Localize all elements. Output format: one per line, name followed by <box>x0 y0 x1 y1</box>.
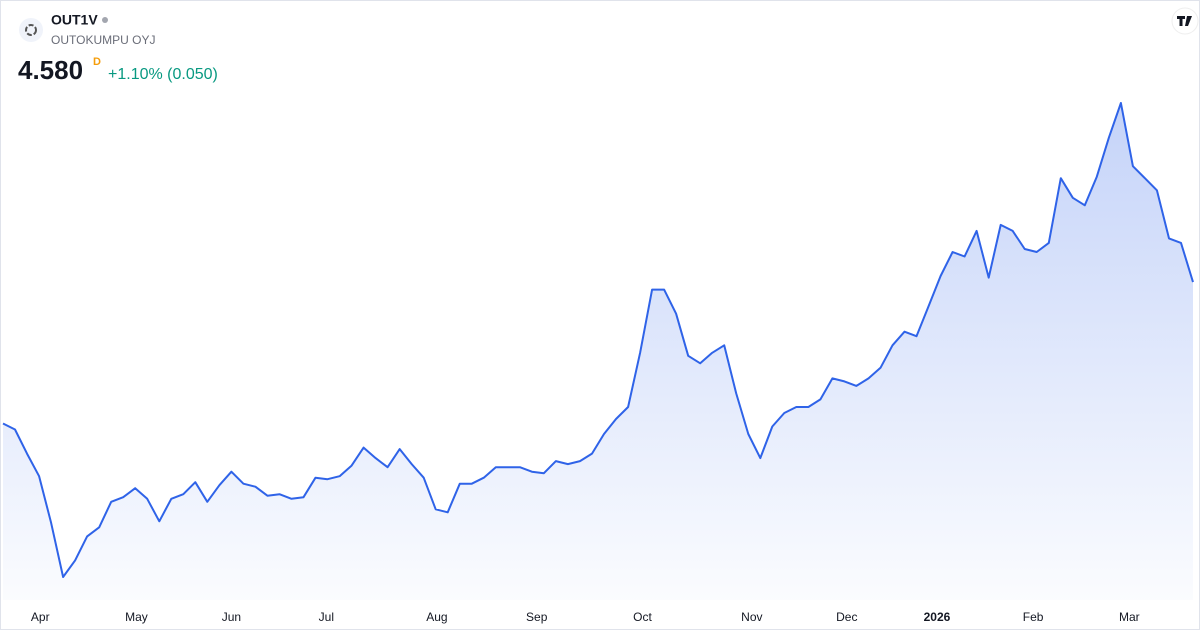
brand-logo <box>1177 16 1192 26</box>
x-tick-label: May <box>125 610 148 624</box>
x-tick-label: Jul <box>319 610 334 624</box>
plot <box>2 102 1194 600</box>
change: +1.10% (0.050) <box>108 66 218 83</box>
status-dot <box>102 17 108 23</box>
price: 4.580 <box>18 55 83 85</box>
logo <box>19 18 43 42</box>
x-tick-label: 2026 <box>924 610 951 624</box>
x-tick-label: Jun <box>222 610 241 624</box>
symbol: OUT1V <box>51 12 98 28</box>
x-tick-label: Dec <box>836 610 857 624</box>
company-name: OUTOKUMPU OYJ <box>51 33 155 47</box>
logo-mark <box>25 24 37 36</box>
brand-badge <box>1171 7 1199 35</box>
x-tick-label: Apr <box>31 610 50 624</box>
x-tick-label: Nov <box>741 610 762 624</box>
price-line <box>2 102 1194 578</box>
area <box>3 103 1193 600</box>
period: D <box>93 56 101 68</box>
x-tick-label: Feb <box>1023 610 1044 624</box>
x-tick-label: Oct <box>633 610 652 624</box>
x-tick-label: Sep <box>526 610 548 624</box>
x-tick-label: Mar <box>1119 610 1140 624</box>
x-tick-label: Aug <box>426 610 447 624</box>
